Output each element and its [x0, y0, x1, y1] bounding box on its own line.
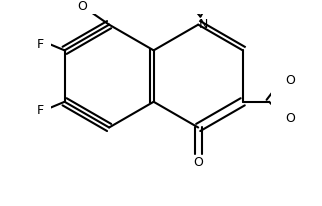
Text: O: O — [285, 74, 295, 87]
Text: O: O — [193, 155, 203, 168]
Text: O: O — [286, 112, 295, 125]
Text: F: F — [37, 37, 44, 50]
Text: O: O — [78, 0, 88, 13]
Text: F: F — [37, 103, 44, 116]
Text: N: N — [199, 18, 208, 30]
